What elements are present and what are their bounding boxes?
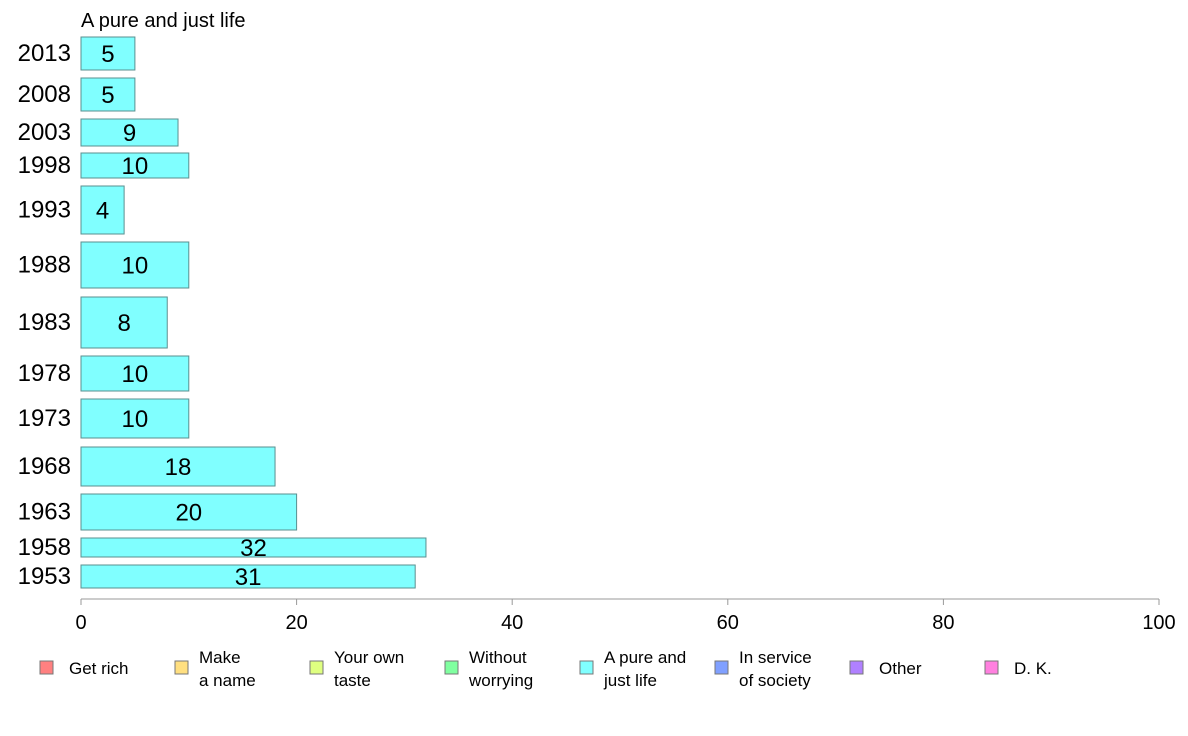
bars: [80, 36, 427, 589]
bar-1958: [80, 537, 427, 558]
data-label-1953: 31: [235, 564, 262, 591]
chart-title: A pure and just life: [81, 10, 246, 32]
bar-1988: [80, 241, 190, 289]
legend-label: a name: [199, 671, 256, 690]
legend-label: Make: [199, 648, 241, 667]
legend-label: Other: [879, 659, 922, 678]
data-label-1983: 8: [117, 310, 130, 337]
y-label-1968: 1968: [18, 453, 71, 480]
legend-label: taste: [334, 671, 371, 690]
legend-label: just life: [603, 671, 657, 690]
bar-1953: [80, 564, 416, 589]
bar-1998: [80, 152, 190, 179]
y-label-2008: 2008: [18, 81, 71, 108]
legend-label: Without: [469, 648, 527, 667]
legend-label: In service: [739, 648, 812, 667]
legend-label: Get rich: [69, 659, 129, 678]
y-label-1953: 1953: [18, 563, 71, 590]
legend: Get rich Make a name Your own taste Without wo…: [39, 648, 1052, 690]
y-label-2003: 2003: [18, 119, 71, 146]
y-axis-labels: 2013 2008 2003 1998 1993 1988 1983 1978 1973 1968…: [18, 40, 71, 590]
legend-item: Other: [849, 659, 922, 678]
y-label-1973: 1973: [18, 405, 71, 432]
bar-2003: [80, 118, 179, 147]
y-label-1958: 1958: [18, 534, 71, 561]
legend-label: D. K.: [1014, 659, 1052, 678]
y-label-1988: 1988: [18, 252, 71, 279]
x-tick-label: 20: [285, 612, 307, 634]
data-label-1993: 4: [96, 198, 109, 225]
data-label-2013: 5: [101, 41, 114, 68]
bar-1963: [80, 493, 298, 531]
y-label-1978: 1978: [18, 360, 71, 387]
legend-label: worrying: [468, 671, 533, 690]
x-tick-label: 80: [932, 612, 954, 634]
legend-swatch: [39, 660, 54, 675]
legend-swatch: [984, 660, 999, 675]
legend-swatch: [849, 660, 864, 675]
x-tick-label: 60: [717, 612, 739, 634]
legend-swatch: [174, 660, 189, 675]
bar-1983: [80, 296, 168, 349]
data-label-1978: 10: [122, 361, 149, 388]
data-label-1998: 10: [122, 153, 149, 180]
data-label-1973: 10: [122, 406, 149, 433]
data-label-1963: 20: [175, 500, 202, 527]
x-tick-label: 40: [501, 612, 523, 634]
y-label-2013: 2013: [18, 40, 71, 67]
bar-1993: [80, 185, 125, 235]
y-label-1983: 1983: [18, 309, 71, 336]
legend-swatch: [579, 660, 594, 675]
legend-label: of society: [739, 671, 811, 690]
legend-swatch: [444, 660, 459, 675]
x-axis: 0 20 40 60 80 100: [75, 598, 1176, 634]
data-label-1958: 32: [240, 535, 267, 562]
legend-item: Make a name: [174, 648, 256, 690]
y-label-1998: 1998: [18, 152, 71, 179]
bar-2013: [80, 36, 136, 71]
legend-swatch: [714, 660, 729, 675]
data-label-1988: 10: [122, 253, 149, 280]
data-label-1968: 18: [165, 454, 192, 481]
bar-2008: [80, 77, 136, 112]
legend-item: Your own taste: [309, 648, 404, 690]
bar-1973: [80, 398, 190, 439]
legend-item: Get rich: [39, 659, 129, 678]
bar-1968: [80, 446, 276, 487]
legend-swatch: [309, 660, 324, 675]
legend-item: In service of society: [714, 648, 812, 690]
x-tick-label: 0: [75, 612, 86, 634]
data-label-2003: 9: [123, 120, 136, 147]
legend-item: Without worrying: [444, 648, 533, 690]
x-tick-label: 100: [1142, 612, 1175, 634]
bar-1978: [80, 355, 190, 392]
y-label-1963: 1963: [18, 499, 71, 526]
legend-label: Your own: [334, 648, 404, 667]
legend-label: A pure and: [604, 648, 686, 667]
data-label-2008: 5: [101, 82, 114, 109]
legend-item: D. K.: [984, 659, 1052, 678]
legend-item: A pure and just life: [579, 648, 686, 690]
y-label-1993: 1993: [18, 197, 71, 224]
